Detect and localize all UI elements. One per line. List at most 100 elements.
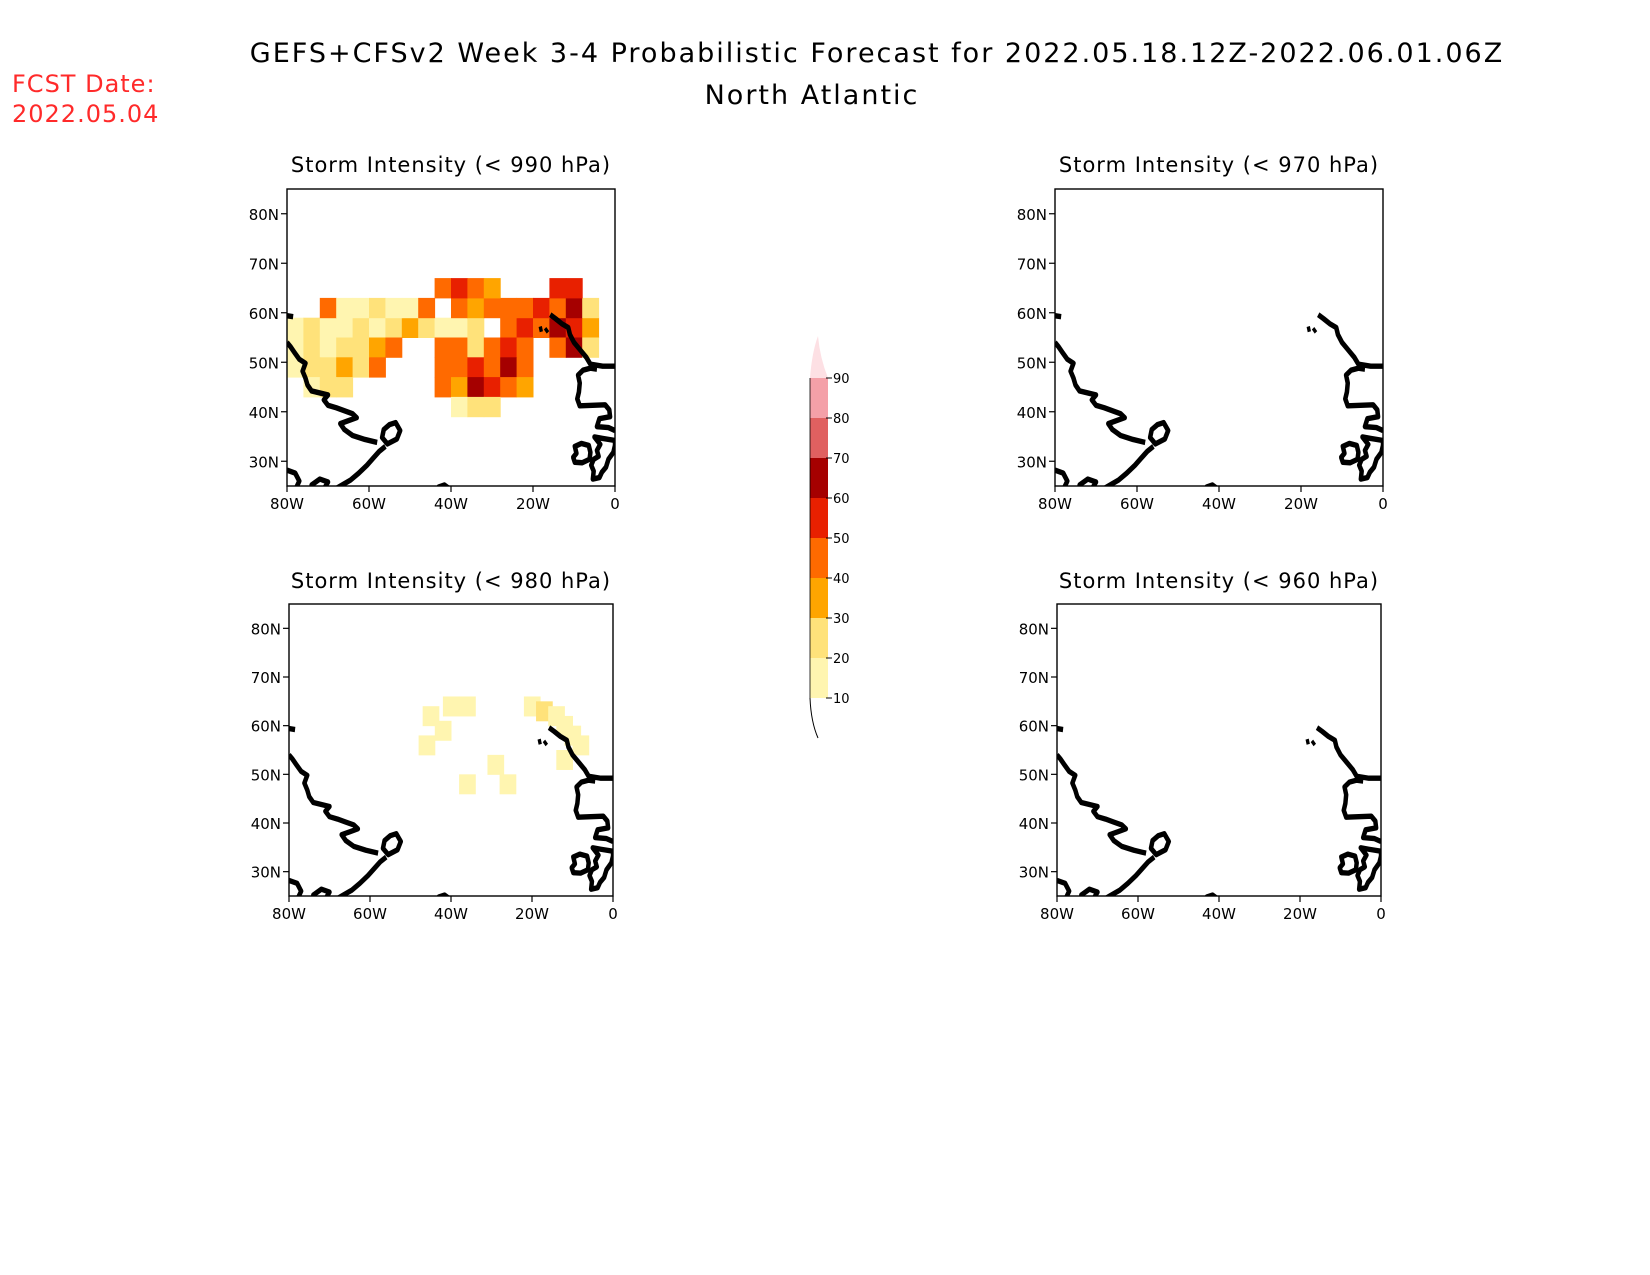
- colorbar-swatch: [810, 498, 828, 538]
- lon-tick-label: 60W: [1121, 905, 1155, 923]
- probability-cell: [467, 357, 485, 378]
- lat-tick-label: 40N: [1019, 815, 1049, 833]
- probability-cell: [451, 377, 468, 398]
- probability-cell: [451, 297, 468, 319]
- probability-cell: [434, 377, 452, 398]
- fcst-date-label: FCST Date:: [12, 70, 156, 98]
- panel-980: Storm Intensity (< 980 hPa) 80W 60W 40W 20W…: [251, 569, 618, 1011]
- panel-970: Storm Intensity (< 970 hPa) 80W 60W 40W 20W…: [1017, 153, 1388, 603]
- lon-tick-label: 20W: [1284, 495, 1318, 513]
- lon-tick-label: 60W: [1120, 495, 1154, 513]
- probability-cell: [483, 357, 501, 378]
- probability-cell: [352, 297, 370, 319]
- lat-tick-label: 60N: [1019, 718, 1049, 736]
- probability-cell: [369, 337, 386, 358]
- lon-tick-label: 40W: [1202, 495, 1236, 513]
- figure-subtitle: North Atlantic: [705, 80, 920, 111]
- probability-cell: [434, 357, 452, 378]
- probability-cell: [467, 337, 485, 358]
- coastlines: [289, 728, 613, 1011]
- lon-tick-label: 80W: [1040, 905, 1074, 923]
- lon-tick-label: 80W: [272, 905, 306, 923]
- probability-cell: [483, 396, 501, 418]
- colorbar-tick-label: 30: [833, 612, 850, 627]
- probability-cell: [418, 317, 436, 338]
- probability-cell: [516, 337, 534, 358]
- probability-cell: [549, 337, 567, 358]
- probability-cell: [516, 297, 534, 319]
- colorbar-tick-label: 10: [833, 692, 850, 707]
- probability-cell: [499, 774, 517, 795]
- lon-tick-label: 0: [1378, 495, 1388, 513]
- colorbar-tick-label: 70: [833, 452, 850, 467]
- colorbar-swatch: [810, 336, 828, 378]
- colorbar-swatch: [810, 538, 828, 578]
- probability-cell: [434, 317, 452, 338]
- probability-cell: [434, 337, 452, 358]
- probability-cell: [418, 297, 436, 319]
- panel-title: Storm Intensity (< 990 hPa): [291, 153, 611, 177]
- lat-tick-label: 30N: [251, 864, 281, 882]
- lat-tick-label: 50N: [251, 766, 281, 784]
- probability-cell: [418, 735, 436, 756]
- map-frame: [1056, 603, 1382, 897]
- probability-cell: [451, 278, 468, 299]
- probability-cell: [516, 357, 534, 378]
- probability-cell: [385, 317, 403, 338]
- lon-tick-label: 40W: [434, 905, 468, 923]
- probability-cell: [336, 297, 354, 319]
- lat-tick-label: 40N: [249, 404, 279, 422]
- probability-cell: [483, 278, 501, 299]
- map-frame: [1054, 188, 1384, 487]
- lon-tick-label: 60W: [353, 905, 387, 923]
- probability-cell: [483, 377, 501, 398]
- lat-tick-label: 80N: [251, 620, 281, 638]
- probability-cell: [369, 317, 386, 338]
- probability-cell: [572, 735, 590, 756]
- lat-tick-label: 30N: [249, 453, 279, 471]
- fcst-date-value: 2022.05.04: [12, 100, 159, 128]
- probability-cell: [385, 297, 403, 319]
- panel-title: Storm Intensity (< 980 hPa): [291, 569, 611, 593]
- figure-title: GEFS+CFSv2 Week 3-4 Probabilistic Foreca…: [250, 38, 1504, 69]
- probability-cell: [369, 357, 386, 378]
- lat-tick-label: 50N: [1017, 354, 1047, 372]
- colorbar-swatch: [810, 618, 828, 658]
- lat-tick-label: 40N: [251, 815, 281, 833]
- probability-cell: [459, 774, 476, 795]
- lon-tick-label: 20W: [516, 495, 550, 513]
- lon-tick-label: 0: [608, 905, 618, 923]
- probability-cell: [556, 750, 573, 770]
- probability-cell: [352, 317, 370, 338]
- colorbar: 10 20 30 40 50 60 70 80 90: [809, 336, 850, 739]
- colorbar-tick-label: 50: [833, 532, 850, 547]
- probability-cell: [516, 317, 534, 338]
- colorbar-lower-extension: [809, 697, 819, 739]
- lat-tick-label: 70N: [249, 255, 279, 273]
- colorbar-swatch: [810, 378, 828, 418]
- probability-cell: [500, 317, 518, 338]
- colorbar-tick-label: 90: [833, 372, 850, 387]
- probability-cell: [500, 337, 518, 358]
- colorbar-tick-label: 60: [833, 492, 850, 507]
- probability-cell: [451, 317, 468, 338]
- lat-tick-label: 60N: [249, 305, 279, 323]
- lat-tick-label: 50N: [1019, 766, 1049, 784]
- probability-cell: [487, 754, 505, 775]
- lat-tick-label: 80N: [1017, 206, 1047, 224]
- probability-cell: [434, 278, 452, 299]
- probability-cell: [303, 317, 321, 338]
- probability-cell: [467, 317, 485, 338]
- colorbar-tick-label: 40: [833, 572, 850, 587]
- lat-tick-label: 60N: [1017, 305, 1047, 323]
- probability-cell: [467, 297, 485, 319]
- coastlines: [1057, 728, 1381, 1011]
- colorbar-swatch: [810, 458, 828, 498]
- probability-cell: [352, 337, 370, 358]
- probability-cell: [565, 278, 583, 299]
- probability-cell: [336, 377, 354, 398]
- probability-cell: [500, 357, 518, 378]
- lon-tick-label: 60W: [352, 495, 386, 513]
- coastlines: [1055, 315, 1383, 603]
